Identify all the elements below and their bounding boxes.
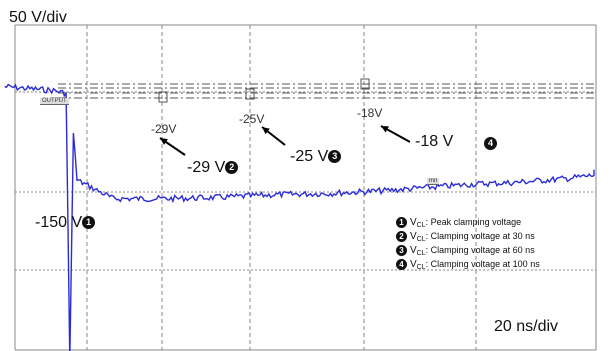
horizontal-scale-label: 20 ns/div [494, 318, 559, 335]
callout-60ns-text: -25 V [290, 148, 329, 165]
callout-peak-text: -150 V [35, 214, 83, 231]
number-1-badge: 1 [82, 216, 96, 230]
callout-100ns-badge-wrap: 4 [484, 135, 497, 153]
number-3-badge: 3 [328, 150, 342, 164]
legend-sub: CL [416, 250, 426, 257]
arrow-head [381, 126, 389, 133]
legend-text: : Clamping voltage at 60 ns [425, 245, 535, 255]
cursor-marker [360, 78, 370, 90]
legend-text: : Peak clamping voltage [425, 217, 522, 227]
vertical-scale-label: 50 V/div [9, 9, 67, 26]
callout-30ns-text: -29 V [187, 159, 226, 176]
cursor-marker [245, 88, 255, 100]
legend-sub: CL [416, 222, 426, 229]
cursor-label-2: -25V [239, 112, 265, 126]
arrow-head [160, 138, 168, 145]
voltage-trace [4, 83, 595, 351]
legend-text: : Clamping voltage at 30 ns [425, 231, 535, 241]
arrow-head [262, 127, 270, 135]
reference-lines [58, 83, 596, 99]
legend-text: : Clamping voltage at 100 ns [425, 259, 540, 269]
legend-item: 1 VCL: Peak clamping voltage [396, 215, 540, 229]
legend: 1 VCL: Peak clamping voltage 2 VCL: Clampi… [396, 215, 540, 271]
legend-badge: 2 [396, 231, 407, 243]
legend-item: 2 VCL: Clamping voltage at 30 ns [396, 229, 540, 243]
legend-badge: 1 [396, 217, 407, 229]
legend-v: V [410, 259, 417, 270]
legend-sub: CL [416, 236, 426, 243]
number-4-badge: 4 [484, 137, 497, 151]
callout-arrows [159, 125, 411, 156]
callout-100ns-text: -18 V [415, 133, 454, 150]
cursor-markers [158, 78, 370, 103]
trace-label: OUTPUT [40, 98, 69, 105]
number-2-badge: 2 [225, 161, 239, 175]
graticule [14, 24, 597, 351]
legend-v: V [410, 231, 417, 242]
legend-badge: 3 [396, 245, 407, 257]
legend-item: 4 VCL: Clamping voltage at 100 ns [396, 257, 540, 271]
legend-sub: CL [416, 264, 426, 271]
marker-label: mn [427, 178, 440, 185]
callout-100ns: -18 V [415, 133, 453, 151]
cursor-marker [158, 91, 168, 103]
legend-badge: 4 [396, 259, 407, 271]
cursor-label-1: -29V [151, 122, 177, 136]
legend-item: 3 VCL: Clamping voltage at 60 ns [396, 243, 540, 257]
legend-v: V [410, 245, 417, 256]
cursor-label-3: -18V [357, 106, 383, 120]
legend-v: V [410, 217, 417, 228]
